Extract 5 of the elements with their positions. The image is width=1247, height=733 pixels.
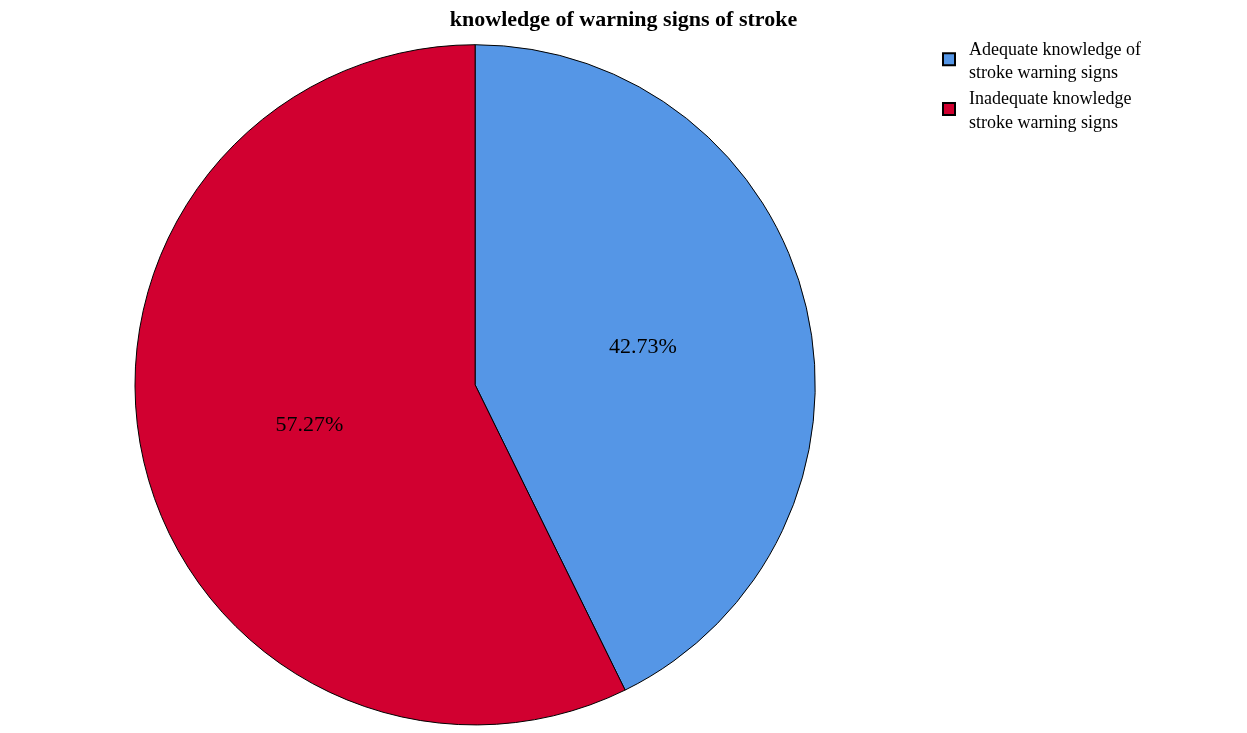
data-label: 57.27%	[275, 410, 344, 436]
legend-label: Adequate knowledge of stroke warning signs	[969, 38, 1141, 82]
data-label: 42.73%	[609, 333, 677, 359]
legend-label: Inadequate knowledge stroke warning signs	[969, 88, 1132, 132]
chart-title: knowledge of warning signs of stroke	[449, 6, 798, 32]
